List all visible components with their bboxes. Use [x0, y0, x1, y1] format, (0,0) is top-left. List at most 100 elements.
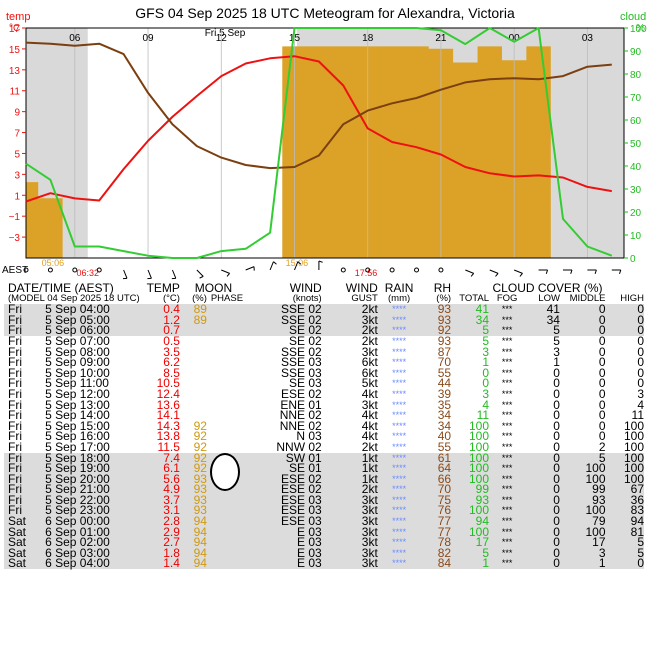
- cell-cloud-total: 100: [451, 526, 490, 537]
- cell-rh: 55: [437, 439, 452, 454]
- table-row: Fri 5 Sep 08:00 3.5 SSE 02 3kt **** 87 3 *** 3 0 0: [4, 344, 644, 359]
- cell-cloud-total: 100: [469, 429, 490, 444]
- cell-moon-pct: 93: [179, 484, 207, 495]
- cell-moon-pct: 92: [193, 429, 207, 444]
- cell-datetime: 5 Sep 14:00: [45, 408, 110, 423]
- wind-barb-18: [465, 269, 474, 274]
- right-tick-label-2: 20: [630, 208, 642, 219]
- cell-rh: 40: [437, 429, 452, 444]
- cell-day: Fri: [4, 473, 46, 484]
- x-tick-label-1: 09: [142, 33, 154, 44]
- cell-wind: SW 01: [246, 452, 322, 463]
- table-row: Sat 6 Sep 00:00 2.8 94 ESE 03 3kt **** 77 94 *** 0…: [4, 515, 644, 527]
- cell-cloud-middle: 93: [559, 494, 606, 506]
- header-wind: WIND: [289, 281, 322, 295]
- cell-day: Fri: [8, 344, 22, 359]
- left-tick-label-0: −3: [9, 233, 21, 244]
- cell-gust: 2kt: [361, 333, 378, 348]
- cell-rain: ****: [377, 484, 421, 495]
- cell-cloud-high: 0: [637, 344, 644, 359]
- cell-moon-phase: [207, 347, 247, 358]
- cell-temp: 2.7: [139, 536, 180, 548]
- cell-wind: ESE 03: [246, 515, 322, 527]
- forecast-table-body: Fri 5 Sep 04:00 0.4 89 SSE 02 2kt **** 93 41 *** 4…: [4, 303, 644, 570]
- cell-rain: ****: [377, 558, 421, 570]
- cell-wind: SE 03: [289, 376, 322, 391]
- cell-rh: 34: [437, 408, 452, 423]
- forecast-table-container: DATE/TIME (AEST) TEMP MOON WIND WIND RAI…: [0, 281, 650, 570]
- cell-datetime: 5 Sep 09:00: [45, 355, 110, 370]
- cell-fog: ***: [489, 516, 526, 527]
- cell-rh: 75: [420, 494, 452, 506]
- cell-cloud-low: 0: [525, 547, 560, 559]
- table-row: Fri 5 Sep 15:00 14.3 92 NNE 02 4kt **** 34 100 **…: [4, 418, 644, 433]
- wind-calm-1: [47, 267, 53, 273]
- cell-cloud-low: 0: [525, 462, 560, 474]
- cell-cloud-high: 5: [605, 536, 644, 548]
- table-row: Fri 5 Sep 10:00 8.5 SSE 03 6kt **** 55 0 *** 0 0 0: [4, 365, 644, 380]
- cell-cloud-low: 5: [553, 333, 560, 348]
- cell-fog: ***: [501, 357, 513, 368]
- cell-datetime: 5 Sep 05:00: [45, 314, 140, 326]
- table-row: Fri 5 Sep 19:00 6.1 92 SE 01 1kt **** 64 100 *** 0…: [4, 462, 644, 474]
- cell-datetime: 5 Sep 11:00: [45, 376, 109, 391]
- x-tick-label-5: 21: [435, 33, 447, 44]
- cell-rain: ****: [377, 325, 421, 336]
- cell-cloud-high: 11: [631, 408, 644, 423]
- cell-gust: 3kt: [361, 397, 378, 412]
- cell-cloud-total: 1: [451, 558, 490, 569]
- cell-moon-phase: [206, 526, 247, 538]
- cell-datetime: 5 Sep 19:00: [45, 462, 140, 474]
- header-cloud-cover: CLOUD COVER (%): [492, 281, 603, 295]
- cell-temp: 13.8: [156, 429, 180, 444]
- cell-wind: SSE 02: [246, 303, 322, 315]
- subheader-high: HIGH: [620, 292, 644, 304]
- cell-rain: ****: [377, 314, 421, 326]
- cell-wind: SSE 02: [281, 344, 322, 359]
- table-row: Sat 6 Sep 03:00 1.8 94 E 03 3kt **** 82 5 *** 0 3 5: [4, 547, 644, 559]
- cell-cloud-total: 99: [451, 484, 490, 495]
- wind-barb-11: [294, 261, 299, 271]
- right-tick-label-0: 0: [630, 254, 636, 265]
- cell-temp: 4.9: [139, 484, 180, 495]
- table-row: Fri 5 Sep 04:00 0.4 89 SSE 02 2kt **** 93 41 *** 4…: [4, 303, 644, 315]
- wind-barb-5: [147, 269, 152, 279]
- cell-datetime: 5 Sep 08:00: [45, 344, 110, 359]
- cell-datetime: 5 Sep 21:00: [45, 484, 140, 495]
- cell-moon-phase: [207, 368, 247, 379]
- cell-cloud-total: 11: [476, 408, 490, 423]
- cell-temp: 12.4: [156, 386, 180, 401]
- x-tick-label-3: 15: [289, 33, 301, 44]
- cell-temp: 1.4: [139, 558, 180, 569]
- cell-cloud-total: 41: [451, 303, 490, 315]
- left-tick-label-9: 15: [9, 45, 21, 56]
- cell-moon-phase: [206, 304, 247, 315]
- cell-fog: ***: [501, 431, 513, 442]
- cell-wind: SSE 03: [281, 365, 322, 380]
- cell-rain: ****: [392, 420, 407, 431]
- cell-cloud-low: 0: [525, 536, 560, 548]
- cell-wind: NNW 02: [276, 439, 322, 454]
- table-row: Fri 5 Sep 13:00 13.6 ENE 01 3kt **** 35 4 *** 0 0 4: [4, 397, 644, 412]
- wind-calm-13: [340, 267, 346, 273]
- cell-cloud-high: 100: [623, 429, 644, 444]
- cell-cloud-low: 0: [525, 473, 560, 484]
- cell-wind: N 03: [296, 429, 322, 444]
- cell-cloud-high: 0: [637, 333, 644, 348]
- cell-cloud-middle: 0: [598, 386, 606, 401]
- cell-gust: 4kt: [361, 429, 378, 444]
- cell-rh: 44: [437, 376, 452, 391]
- series-line-dew_point: [25, 41, 612, 170]
- cell-cloud-low: 0: [553, 376, 560, 391]
- cell-datetime: 6 Sep 01:00: [45, 526, 140, 537]
- table-row: Fri 5 Sep 17:00 11.5 92 NNW 02 2kt **** 55 100 **…: [4, 439, 644, 454]
- table-row: Fri 5 Sep 14:00 14.1 NNE 02 4kt **** 34 11 *** 0 0…: [4, 408, 644, 423]
- cell-cloud-high: 100: [623, 418, 644, 433]
- cell-cloud-total: 94: [451, 515, 490, 527]
- wind-calm-2: [72, 267, 78, 273]
- cell-cloud-middle: 100: [559, 462, 606, 474]
- cell-gust: 3kt: [321, 547, 378, 559]
- cell-moon-phase: [206, 494, 247, 506]
- cell-rh: 34: [437, 418, 452, 433]
- right-tick-label-9: 90: [630, 47, 642, 58]
